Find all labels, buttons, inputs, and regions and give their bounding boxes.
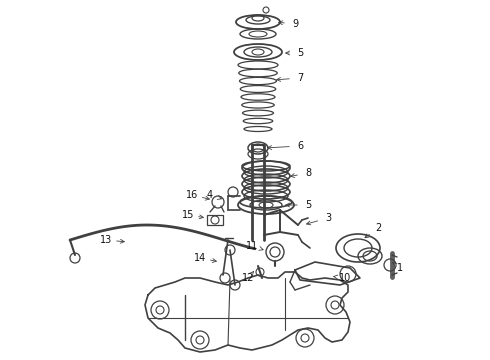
- Text: 7: 7: [297, 73, 303, 83]
- Text: 15: 15: [182, 210, 194, 220]
- Text: 2: 2: [375, 223, 381, 233]
- Text: 10: 10: [339, 273, 351, 283]
- Text: 4: 4: [207, 190, 213, 200]
- Text: 16: 16: [186, 190, 198, 200]
- Text: 14: 14: [194, 253, 206, 263]
- Text: 3: 3: [325, 213, 331, 223]
- Text: 11: 11: [246, 241, 258, 251]
- Text: 1: 1: [397, 263, 403, 273]
- Text: 8: 8: [305, 168, 311, 178]
- Text: 5: 5: [297, 48, 303, 58]
- Text: 12: 12: [242, 273, 254, 283]
- Text: 9: 9: [292, 19, 298, 29]
- Text: 13: 13: [100, 235, 112, 245]
- Text: 5: 5: [305, 200, 311, 210]
- Text: 6: 6: [297, 141, 303, 151]
